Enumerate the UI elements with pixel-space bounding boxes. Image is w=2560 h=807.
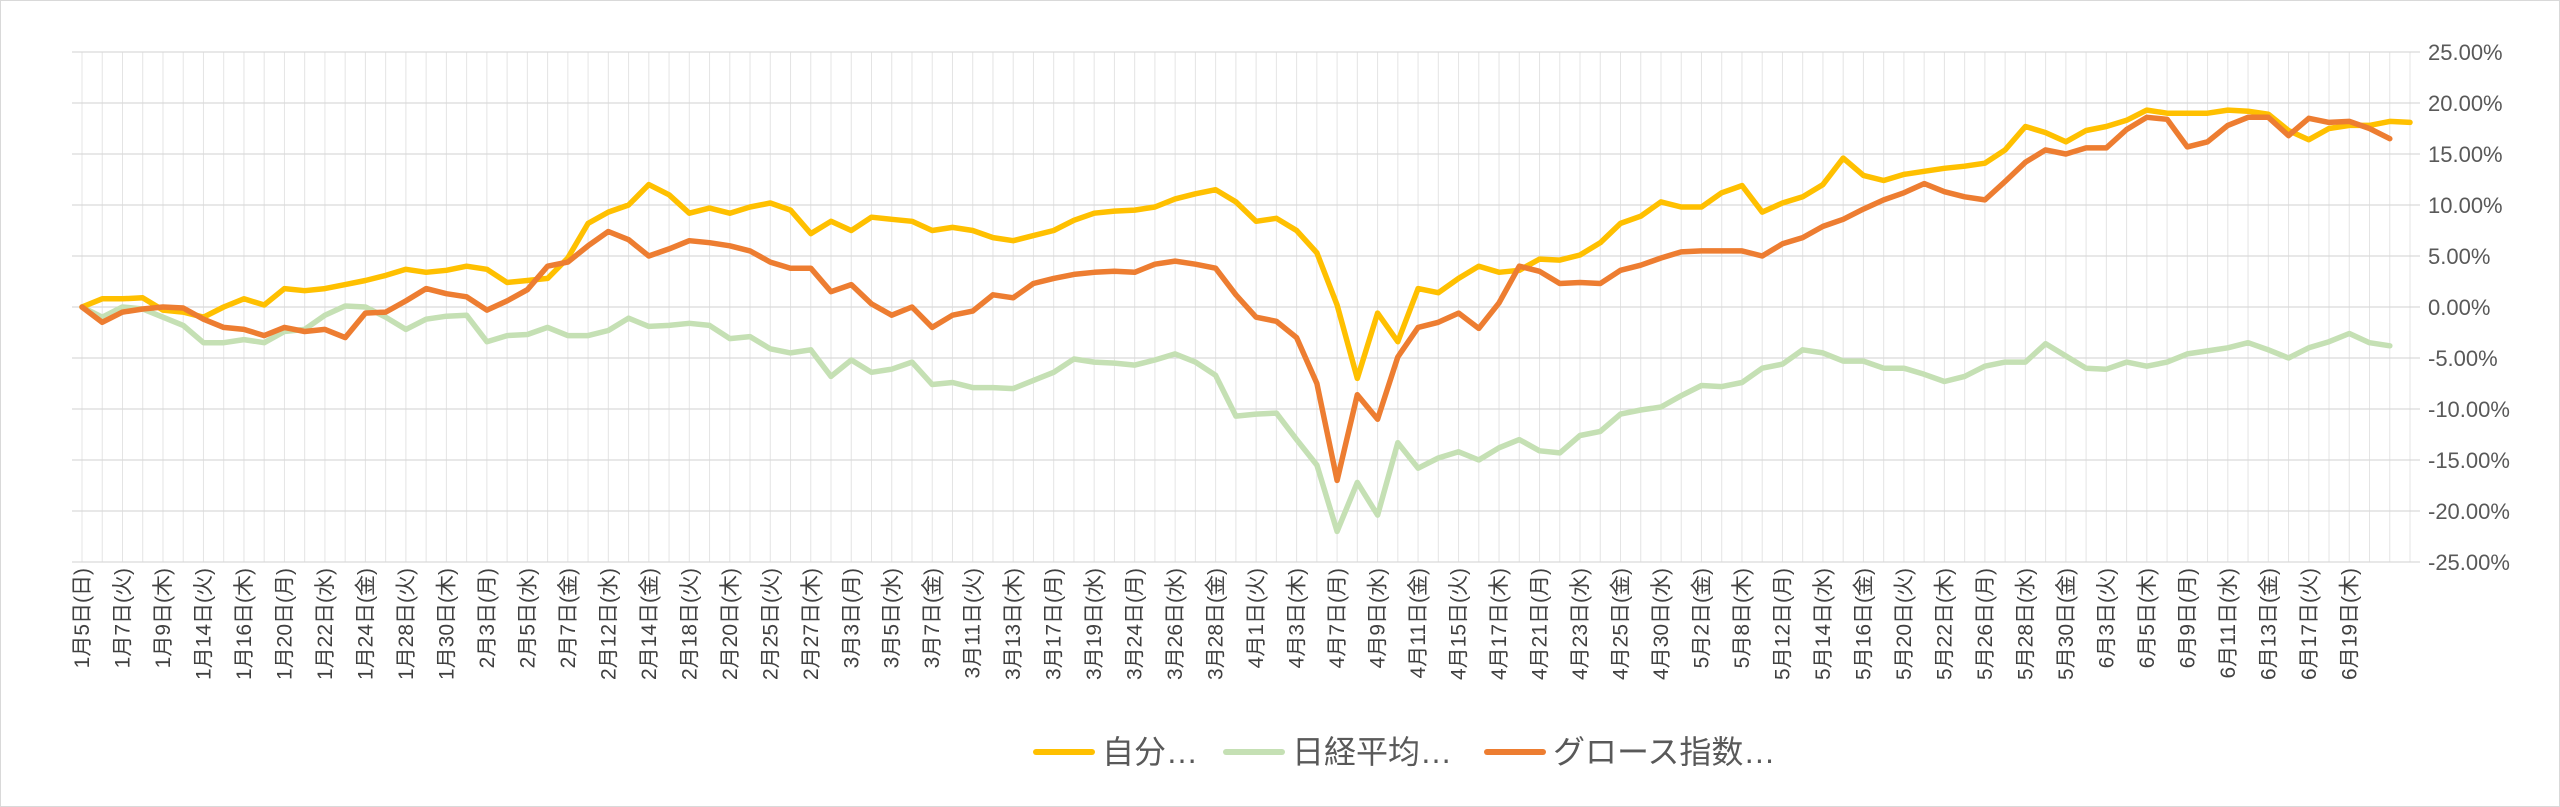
y-tick-label: -25.00% bbox=[2428, 550, 2510, 575]
x-tick-label: 6月17日(火) bbox=[2298, 568, 2321, 680]
x-tick-label: 1月9日(木) bbox=[152, 568, 175, 668]
x-tick-label: 3月28日(金) bbox=[1205, 568, 1228, 680]
x-tick-label: 5月8日(木) bbox=[1731, 568, 1754, 668]
x-tick-label: 3月11日(火) bbox=[962, 568, 985, 678]
x-tick-label: 4月9日(水) bbox=[1367, 568, 1390, 668]
x-tick-label: 6月3日(火) bbox=[2095, 568, 2118, 668]
x-tick-label: 3月24日(月) bbox=[1124, 568, 1147, 680]
legend: 自分… 日経平均… グロース指数… bbox=[1033, 734, 1775, 770]
x-tick-label: 1月5日(日) bbox=[71, 568, 94, 668]
x-tick-label: 4月3日(木) bbox=[1286, 568, 1309, 668]
y-axis-tick-labels: 25.00% 20.00% 15.00% 10.00% 5.00% 0.00% -5.00%… bbox=[2428, 40, 2510, 575]
x-tick-label: 2月3日(月) bbox=[476, 568, 499, 668]
x-tick-label: 2月7日(金) bbox=[557, 568, 580, 668]
y-tick-label: 25.00% bbox=[2428, 40, 2503, 65]
y-tick-label: -10.00% bbox=[2428, 397, 2510, 422]
x-tick-label: 2月12日(水) bbox=[597, 568, 620, 680]
x-tick-label: 4月21日(月) bbox=[1529, 568, 1552, 680]
legend-label-1: 日経平均… bbox=[1292, 734, 1452, 770]
x-tick-label: 5月16日(金) bbox=[1852, 568, 1875, 680]
x-tick-label: 1月20日(月) bbox=[273, 568, 296, 680]
legend-label-2: グロース指数… bbox=[1553, 734, 1775, 770]
x-tick-label: 5月20日(火) bbox=[1893, 568, 1916, 680]
x-tick-label: 3月13日(木) bbox=[1002, 568, 1025, 680]
x-tick-label: 2月18日(火) bbox=[678, 568, 701, 680]
x-tick-label: 4月23日(水) bbox=[1569, 568, 1592, 680]
series-line-2 bbox=[79, 114, 2393, 484]
x-tick-label: 3月3日(月) bbox=[840, 568, 863, 668]
x-tick-label: 3月7日(金) bbox=[921, 568, 944, 668]
x-axis-tick-labels: 1月5日(日) 1月7日(火) 1月9日(木) 1月14日(火) 1月16日(木) 1月2… bbox=[71, 568, 2361, 680]
x-tick-label: 3月5日(水) bbox=[881, 568, 904, 668]
x-tick-label: 2月14日(金) bbox=[638, 568, 661, 680]
y-tick-label: 0.00% bbox=[2428, 295, 2490, 320]
horizontal-gridlines bbox=[72, 51, 2420, 563]
y-tick-label: -5.00% bbox=[2428, 346, 2498, 371]
x-tick-label: 3月26日(水) bbox=[1164, 568, 1187, 680]
x-tick-label: 6月5日(木) bbox=[2136, 568, 2159, 668]
x-tick-label: 4月7日(月) bbox=[1326, 568, 1349, 668]
x-tick-label: 2月25日(火) bbox=[759, 568, 782, 680]
x-tick-label: 4月1日(火) bbox=[1245, 568, 1268, 668]
x-tick-label: 6月11日(水) bbox=[2217, 568, 2240, 678]
x-tick-label: 5月2日(金) bbox=[1690, 568, 1713, 668]
series-line-1 bbox=[79, 303, 2393, 535]
x-tick-label: 2月27日(木) bbox=[800, 568, 823, 680]
x-tick-label: 4月11日(金) bbox=[1407, 568, 1430, 678]
y-tick-label: 15.00% bbox=[2428, 142, 2503, 167]
x-tick-label: 1月30日(木) bbox=[435, 568, 458, 680]
x-tick-label: 1月7日(火) bbox=[111, 568, 134, 668]
series-line-0 bbox=[79, 107, 2413, 382]
y-tick-label: -20.00% bbox=[2428, 499, 2510, 524]
x-tick-label: 4月30日(水) bbox=[1650, 568, 1673, 680]
x-tick-label: 1月16日(木) bbox=[233, 568, 256, 680]
x-tick-label: 5月30日(金) bbox=[2055, 568, 2078, 680]
x-tick-label: 5月12日(月) bbox=[1771, 568, 1794, 680]
x-tick-label: 4月15日(火) bbox=[1448, 568, 1471, 680]
y-tick-label: -15.00% bbox=[2428, 448, 2510, 473]
legend-label-0: 自分… bbox=[1102, 734, 1198, 770]
x-tick-label: 2月5日(水) bbox=[516, 568, 539, 668]
x-tick-label: 4月17日(木) bbox=[1488, 568, 1511, 680]
x-tick-label: 5月22日(木) bbox=[1933, 568, 1956, 680]
x-tick-label: 6月19日(木) bbox=[2338, 568, 2361, 680]
x-tick-label: 3月19日(水) bbox=[1083, 568, 1106, 680]
x-tick-label: 4月25日(金) bbox=[1610, 568, 1633, 680]
x-tick-label: 1月14日(火) bbox=[192, 568, 215, 680]
x-tick-label: 2月20日(木) bbox=[719, 568, 742, 680]
y-tick-label: 5.00% bbox=[2428, 244, 2490, 269]
x-tick-label: 3月17日(月) bbox=[1043, 568, 1066, 680]
x-tick-label: 1月28日(火) bbox=[395, 568, 418, 680]
x-tick-label: 1月22日(水) bbox=[314, 568, 337, 680]
y-tick-label: 10.00% bbox=[2428, 193, 2503, 218]
x-tick-label: 6月9日(月) bbox=[2176, 568, 2199, 668]
x-tick-label: 5月28日(水) bbox=[2014, 568, 2037, 680]
series-lines bbox=[79, 107, 2413, 535]
y-tick-label: 20.00% bbox=[2428, 91, 2503, 116]
x-tick-label: 5月14日(水) bbox=[1812, 568, 1835, 680]
x-tick-label: 1月24日(金) bbox=[354, 568, 377, 680]
x-tick-label: 5月26日(月) bbox=[1974, 568, 1997, 680]
x-tick-label: 6月13日(金) bbox=[2257, 568, 2280, 680]
